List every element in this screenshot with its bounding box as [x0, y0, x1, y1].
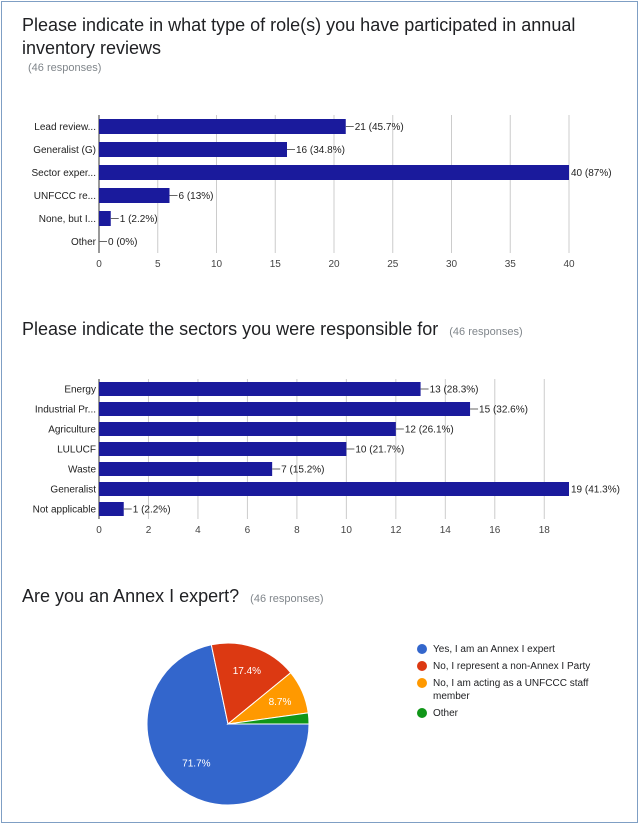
category-label: Lead review...	[34, 122, 96, 133]
legend-label: No, I represent a non-Annex I Party	[433, 661, 591, 672]
legend-swatch	[417, 708, 427, 718]
category-label: Waste	[68, 465, 96, 476]
category-label: Agriculture	[48, 425, 96, 436]
value-label: 7 (15.2%)	[281, 465, 324, 476]
pie-slice	[227, 712, 310, 725]
x-tick-label: 12	[390, 525, 402, 536]
category-label: Sector exper...	[32, 168, 96, 179]
x-tick-label: 30	[446, 259, 458, 270]
value-label: 21 (45.7%)	[355, 122, 404, 133]
x-tick-label: 0	[96, 259, 102, 270]
bar	[99, 462, 273, 476]
category-label: Industrial Pr...	[35, 405, 96, 416]
x-tick-label: 14	[440, 525, 452, 536]
x-tick-label: 10	[341, 525, 353, 536]
x-tick-label: 6	[245, 525, 251, 536]
x-tick-label: 20	[328, 259, 340, 270]
x-tick-label: 18	[539, 525, 551, 536]
value-label: 6 (13%)	[179, 191, 214, 202]
bar	[99, 482, 569, 496]
legend-item: Yes, I am an Annex I expert	[417, 643, 627, 656]
x-tick-label: 10	[211, 259, 223, 270]
value-label: 10 (21.7%)	[355, 445, 404, 456]
slice-label: 8.7%	[269, 697, 292, 708]
legend-swatch	[417, 644, 427, 654]
bar	[99, 165, 569, 180]
legend-label: Yes, I am an Annex I expert	[433, 644, 555, 655]
category-label: Generalist	[50, 485, 96, 496]
x-tick-label: 15	[270, 259, 282, 270]
category-label: LULUCF	[57, 445, 96, 456]
legend-item: Other	[417, 707, 627, 720]
legend-item: No, I represent a non-Annex I Party	[417, 660, 627, 673]
x-tick-label: 5	[155, 259, 161, 270]
x-tick-label: 0	[96, 525, 102, 536]
x-tick-label: 40	[563, 259, 575, 270]
value-label: 16 (34.8%)	[296, 145, 345, 156]
x-tick-label: 16	[489, 525, 501, 536]
bar	[99, 502, 124, 516]
bar	[99, 188, 170, 203]
bar	[99, 119, 346, 134]
roles-bar-chart: 0 5 10 15 20 25 30 35 40 Lead review... 21 (45.7%)…	[32, 115, 612, 270]
x-tick-label: 25	[387, 259, 399, 270]
x-tick-label: 2	[146, 525, 152, 536]
slice-label: 17.4%	[233, 666, 261, 677]
legend-swatch	[417, 678, 427, 688]
question-3-responses: (46 responses)	[250, 593, 324, 605]
bar	[99, 402, 471, 416]
bar	[99, 211, 111, 226]
value-label: 40 (87%)	[571, 168, 612, 179]
pie-slice	[146, 644, 310, 806]
x-tick-label: 8	[294, 525, 300, 536]
legend-swatch	[417, 661, 427, 671]
legend-label: No, I am acting as a UNFCCC staff member	[433, 678, 589, 702]
value-label: 1 (2.2%)	[120, 214, 158, 225]
category-label: Generalist (G)	[33, 145, 96, 156]
question-3-title: Are you an Annex I expert? (46 responses…	[22, 585, 324, 611]
value-label: 15 (32.6%)	[479, 405, 528, 416]
slice-label: 71.7%	[182, 758, 210, 769]
category-label: Other	[71, 237, 97, 248]
question-3-title-text: Are you an Annex I expert?	[22, 586, 240, 606]
pie-slice	[210, 642, 292, 725]
bar	[99, 422, 396, 436]
question-2-title: Please indicate the sectors you were res…	[22, 318, 523, 344]
question-2-responses: (46 responses)	[449, 326, 523, 338]
bar	[99, 442, 347, 456]
question-1-title: Please indicate in what type of role(s) …	[22, 15, 576, 58]
value-label: 0 (0%)	[108, 237, 137, 248]
bar	[99, 142, 287, 157]
legend-label: Other	[433, 708, 459, 719]
bar	[99, 382, 421, 396]
category-label: None, but I...	[39, 214, 96, 225]
value-label: 1 (2.2%)	[133, 505, 171, 516]
legend-item: No, I am acting as a UNFCCC staff member	[417, 677, 627, 703]
value-label: 12 (26.1%)	[405, 425, 454, 436]
category-label: Energy	[64, 385, 96, 396]
value-label: 13 (28.3%)	[430, 385, 479, 396]
question-1-responses: (46 responses)	[28, 62, 102, 74]
x-tick-label: 35	[505, 259, 517, 270]
annex-pie-chart: 71.7% 17.4% 8.7%	[146, 642, 310, 806]
question-2-title-text: Please indicate the sectors you were res…	[22, 319, 439, 339]
category-label: UNFCCC re...	[34, 191, 96, 202]
category-label: Not applicable	[33, 505, 97, 516]
sectors-bar-chart: 0 2 4 6 8 10 12 14 16 18 Energy 13 (28.3%) Industria…	[33, 379, 620, 536]
value-label: 19 (41.3%)	[571, 485, 620, 496]
x-tick-label: 4	[195, 525, 201, 536]
pie-legend: Yes, I am an Annex I expert No, I represe…	[417, 643, 627, 724]
